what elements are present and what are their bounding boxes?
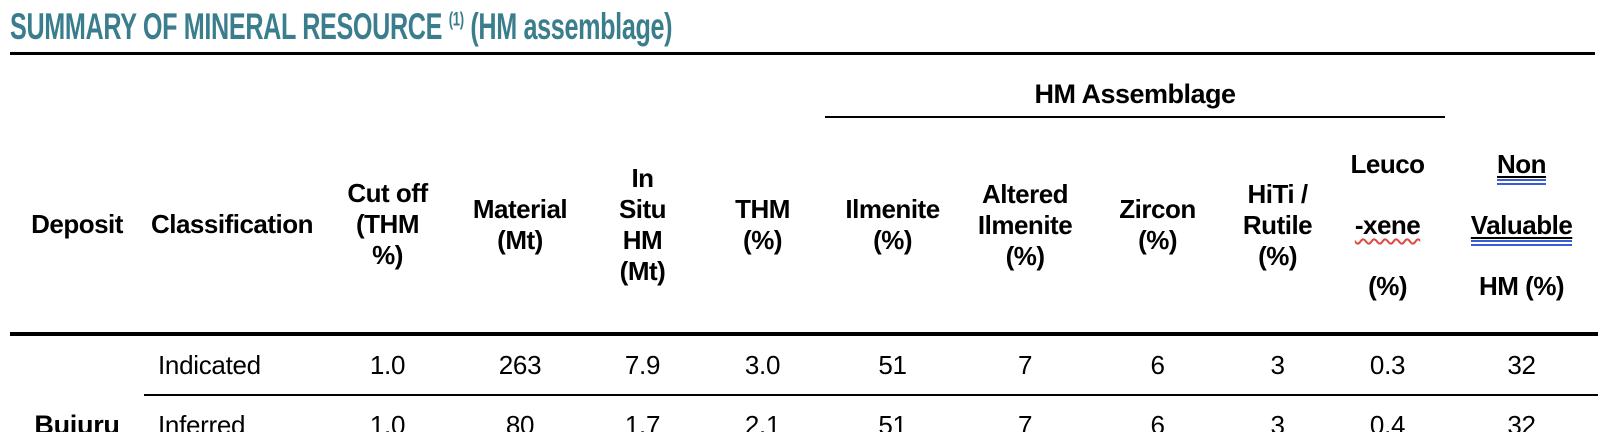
cell-cut-off: 1.0 [320,395,455,432]
header-non-valuable-hm: Non Valuable HM (%) [1445,117,1599,336]
header-non-valuable-line3: HM (%) [1479,270,1565,301]
group-header-spacer-left [10,55,825,117]
header-leucoxene-line3: (%) [1368,271,1407,301]
header-altered-ilmenite: Altered Ilmenite (%) [960,117,1091,336]
header-deposit: Deposit [10,117,144,336]
cell-ilmenite: 51 [825,334,961,396]
title-section: SUMMARY OF MINERAL RESOURCE (1) (HM asse… [10,6,1595,55]
header-leucoxene: Leuco -xene (%) [1330,117,1446,336]
spellcheck-underline-text: -xene [1354,210,1421,240]
header-zircon: Zircon (%) [1090,117,1226,336]
header-classification: Classification [144,117,320,336]
header-cut-off: Cut off (THM %) [320,117,455,336]
header-ilmenite: Ilmenite (%) [825,117,961,336]
group-header-spacer-right [1445,55,1598,117]
group-header-row: HM Assemblage [10,55,1598,118]
header-in-situ-hm: In Situ HM (Mt) [585,117,700,336]
cell-material: 80 [455,395,585,432]
header-non-valuable-line2: Valuable [1445,209,1598,246]
header-leucoxene-line2: -xene [1330,210,1445,240]
column-header-row: Deposit Classification Cut off (THM %) M… [10,117,1599,336]
cell-in-situ-hm: 1.7 [585,395,700,432]
footnote-reference: (1) [448,9,464,31]
table-row-inferred: Inferred 1.0 80 1.7 2.1 51 7 6 3 0.4 32 [10,395,1599,432]
cell-in-situ-hm: 7.9 [585,334,700,396]
grammar-underline-text: Non [1497,148,1547,185]
cell-altered-ilmenite: 7 [960,395,1091,432]
cell-thm: 2.1 [700,395,826,432]
cell-hiti-rutile: 3 [1225,395,1331,432]
title-text: SUMMARY OF MINERAL RESOURCE [10,6,443,47]
group-header-hm-assemblage: HM Assemblage [825,55,1446,118]
cell-thm: 3.0 [700,334,826,396]
table-row-indicated: Bujuru Indicated 1.0 263 7.9 3.0 51 7 6 … [10,334,1599,432]
cell-altered-ilmenite: 7 [960,334,1091,396]
header-material: Material (Mt) [455,117,585,336]
cell-cut-off: 1.0 [320,334,455,396]
classification-cell: Indicated [144,334,320,396]
cell-leucoxene: 0.4 [1330,395,1446,432]
header-leucoxene-line1: Leuco [1350,149,1426,179]
mineral-resource-table: HM Assemblage Deposit Classification Cut… [10,55,1599,432]
cell-zircon: 6 [1090,334,1226,396]
cell-hiti-rutile: 3 [1225,334,1331,396]
cell-ilmenite: 51 [825,395,961,432]
page-title: SUMMARY OF MINERAL RESOURCE (1) (HM asse… [10,6,1088,48]
grammar-underline-text: Valuable [1470,209,1573,246]
cell-non-valuable: 32 [1445,334,1599,396]
header-non-valuable-line1: Non [1445,148,1598,185]
cell-non-valuable: 32 [1445,395,1599,432]
header-hiti-rutile: HiTi / Rutile (%) [1225,117,1331,336]
deposit-cell: Bujuru [34,409,120,432]
cell-leucoxene: 0.3 [1330,334,1446,396]
cell-material: 263 [455,334,585,396]
title-suffix: (HM assemblage) [470,6,673,47]
header-thm: THM (%) [700,117,826,336]
classification-cell: Inferred [144,395,320,432]
cell-zircon: 6 [1090,395,1226,432]
